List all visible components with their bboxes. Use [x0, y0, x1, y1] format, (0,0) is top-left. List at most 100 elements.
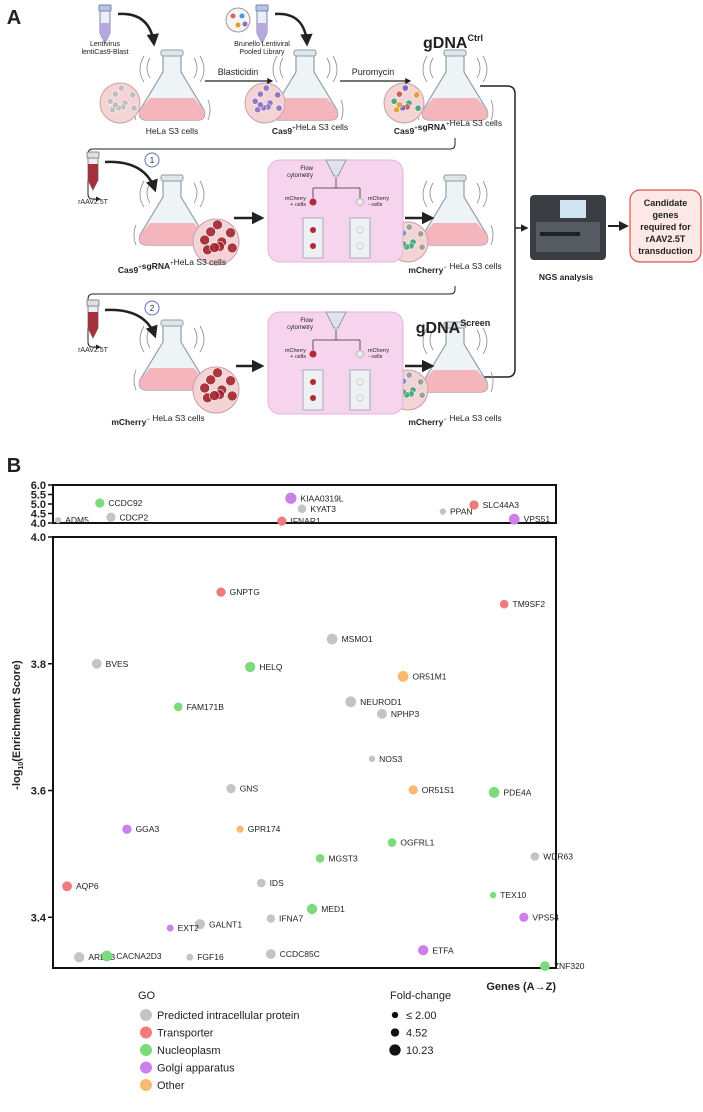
- point-label: FAM171B: [187, 702, 225, 712]
- cell: [417, 230, 425, 238]
- cell-pos: [309, 198, 317, 206]
- arrow: [104, 308, 158, 339]
- plot-frame-lower: [52, 536, 557, 969]
- data-point: [216, 587, 226, 597]
- gdna-sup: Ctrl: [467, 33, 483, 43]
- caption-text: mCherry: [408, 417, 443, 427]
- data-point: [236, 825, 244, 833]
- cell: [199, 382, 210, 394]
- label: Lentivirus: [90, 41, 120, 48]
- data-point: [397, 671, 409, 682]
- data-point: [326, 633, 338, 645]
- step-badge: [144, 300, 160, 316]
- vial: [302, 369, 324, 411]
- data-point: [530, 852, 540, 861]
- cell: [310, 379, 316, 385]
- caption-sup: −: [443, 265, 447, 271]
- data-point: [368, 755, 376, 763]
- data-point: [408, 785, 418, 795]
- point-label: ADM5: [65, 515, 89, 525]
- legend-label: Nucleoplasm: [157, 1045, 221, 1057]
- label: mCherry: [285, 348, 306, 354]
- label: transduction: [638, 246, 693, 256]
- cell: [106, 97, 114, 105]
- point-label: IDS: [270, 878, 285, 888]
- point-label: MGST3: [328, 853, 358, 863]
- caption-text: mCherry: [408, 265, 443, 275]
- point-label: WDR63: [543, 851, 573, 861]
- data-point: [194, 919, 206, 930]
- point-label: ZNF320: [554, 961, 585, 971]
- vial: [349, 369, 371, 411]
- data-point: [439, 508, 447, 515]
- cell: [111, 90, 119, 98]
- gdna-label: gDNAScreen: [416, 318, 490, 337]
- data-point: [469, 500, 479, 510]
- cell: [310, 227, 316, 233]
- tube: [98, 4, 112, 44]
- data-point: [265, 949, 276, 959]
- caption-sup: +: [414, 126, 418, 132]
- virus: [235, 22, 241, 28]
- caption-text: Cas9: [272, 126, 293, 136]
- label: Puromycin: [352, 67, 395, 77]
- virus: [239, 13, 245, 19]
- label: Pooled Library: [239, 49, 285, 56]
- label: cytometry: [287, 173, 313, 179]
- point-label: NPHP3: [391, 709, 420, 719]
- tube: [86, 299, 100, 339]
- label: rAAV2.5T: [78, 199, 109, 206]
- connector: [87, 286, 456, 350]
- cell: [256, 90, 264, 98]
- cell: [225, 227, 236, 239]
- gdna-text: gDNA: [423, 35, 468, 52]
- point-label: TEX10: [500, 890, 526, 900]
- caption: mCherry− HeLa S3 cells: [408, 261, 501, 275]
- point-label: GALNT1: [209, 919, 242, 929]
- legend-swatch: [140, 1009, 152, 1021]
- legend-title: GO: [138, 990, 156, 1002]
- point-label: HELQ: [259, 662, 283, 672]
- caption-text: HeLa S3 cells: [296, 122, 348, 132]
- cell: [418, 243, 426, 251]
- legend-swatch: [140, 1061, 152, 1074]
- cell: [205, 374, 217, 386]
- caption-sup: +: [170, 261, 174, 267]
- panel-label: B: [7, 455, 21, 477]
- arrow: [104, 160, 158, 193]
- point-label: CCDC85C: [280, 949, 320, 959]
- y-title-text: -log: [11, 770, 23, 790]
- point-label: KIAA0319L: [301, 493, 344, 503]
- point-label: GGA3: [136, 824, 160, 834]
- point-label: CCDC92: [108, 498, 142, 508]
- point-label: GNS: [240, 784, 259, 794]
- point-label: NOS3: [379, 754, 402, 764]
- label: Flow: [300, 166, 313, 172]
- caption-sup: −: [443, 417, 447, 423]
- point-label: MED1: [321, 904, 345, 914]
- point-label: IFNAR1: [290, 516, 321, 526]
- cell: [199, 234, 210, 246]
- data-point: [256, 878, 266, 888]
- cell: [356, 226, 364, 234]
- size-legend-label: 4.52: [406, 1028, 427, 1040]
- arrow: [117, 12, 159, 47]
- caption: HeLa S3 cells: [146, 126, 198, 136]
- y-tick-label: 5.0: [31, 499, 46, 511]
- label: - cells: [368, 202, 383, 208]
- cell: [275, 104, 283, 112]
- point-label: NEUROD1: [360, 697, 402, 707]
- label: Brunello Lentiviral: [234, 41, 290, 48]
- size-legend-label: ≤ 2.00: [406, 1010, 437, 1022]
- legend-label: Other: [157, 1080, 185, 1092]
- connector: [480, 85, 516, 378]
- caption-text: HeLa S3 cells: [146, 126, 198, 136]
- point-label: MSMO1: [342, 634, 373, 644]
- caption-text: HeLa S3 cells: [450, 118, 502, 128]
- cell: [413, 91, 421, 99]
- cell: [414, 104, 422, 112]
- point-label: PPAN: [450, 507, 473, 517]
- data-point: [173, 702, 183, 712]
- cell: [405, 371, 413, 379]
